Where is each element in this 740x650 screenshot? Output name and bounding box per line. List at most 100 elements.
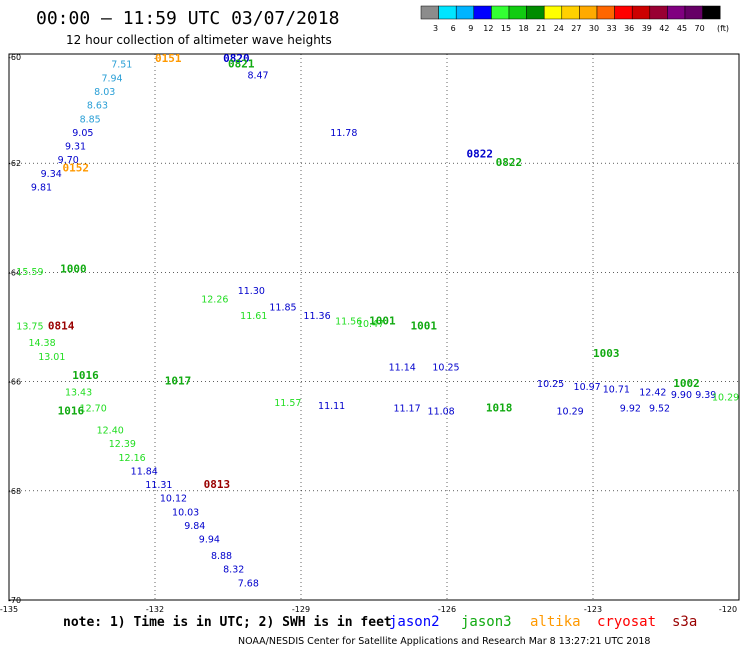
scale-label: 45 bbox=[677, 24, 687, 33]
scale-swatch bbox=[473, 5, 492, 20]
x-tick-label: -120 bbox=[719, 605, 737, 614]
swh-point-label: 12.70 bbox=[80, 404, 107, 415]
plot-area: -135 -132 -129 -126 -123 -120 -60 -62 -64 -66 -68 -… bbox=[0, 52, 740, 614]
swh-point-label: 11.17 bbox=[393, 404, 420, 415]
swh-point-label: 11.78 bbox=[330, 128, 357, 139]
legend: jason2 jason3 altika cryosat s3a bbox=[389, 614, 697, 630]
data-points: 7.51 7.94 8.03 8.63 8.85 9.05 9.31 9.70 9.34 9.81… bbox=[16, 60, 739, 590]
swh-point-label: 10.29 bbox=[557, 406, 584, 417]
swh-point-label: 10.29 bbox=[712, 393, 739, 404]
swh-point-label: 7.94 bbox=[101, 73, 122, 84]
swh-point-label: 7.68 bbox=[238, 578, 259, 589]
swh-point-label: 9.52 bbox=[649, 404, 670, 415]
swh-point-label: 9.31 bbox=[65, 142, 86, 153]
pass-time-label: 1001 bbox=[411, 320, 438, 333]
swh-point-label: 12.40 bbox=[97, 425, 124, 436]
scale-swatch bbox=[508, 5, 527, 20]
scale-label: 36 bbox=[624, 24, 634, 33]
scale-swatch bbox=[561, 5, 580, 20]
units-label: (ft) bbox=[717, 24, 729, 33]
scale-swatch bbox=[631, 5, 651, 20]
pass-time-label: 1017 bbox=[165, 374, 192, 387]
swh-point-label: 11.14 bbox=[389, 363, 416, 374]
swh-point-label: 10.97 bbox=[574, 382, 601, 393]
pass-time-label: 1016 bbox=[58, 404, 85, 417]
scale-label: 9 bbox=[468, 24, 473, 33]
scale-label: 15 bbox=[501, 24, 511, 33]
swh-point-label: 10.12 bbox=[160, 494, 187, 505]
x-tick-label: -129 bbox=[292, 605, 310, 614]
scale-label: 70 bbox=[695, 24, 705, 33]
legend-item-s3a: s3a bbox=[672, 614, 697, 630]
swh-point-label: 10.03 bbox=[172, 507, 199, 518]
chart-title: 00:00 – 11:59 UTC 03/07/2018 bbox=[36, 8, 339, 29]
swh-point-label: 11.56 bbox=[335, 316, 362, 327]
pass-time-label: 0151 bbox=[155, 52, 182, 65]
swh-point-label: 10.25 bbox=[537, 379, 564, 390]
swh-point-label: 10.47 bbox=[357, 319, 384, 330]
x-tick-label: -126 bbox=[438, 605, 456, 614]
swh-point-label: 11.08 bbox=[428, 406, 455, 417]
swh-point-label: 11.36 bbox=[303, 311, 330, 322]
swh-point-label: 9.84 bbox=[184, 521, 205, 532]
swh-point-label: 10.71 bbox=[603, 385, 630, 396]
legend-item-jason2: jason2 bbox=[389, 614, 440, 630]
swh-point-label: 8.47 bbox=[247, 71, 268, 82]
swh-point-label: 11.11 bbox=[318, 401, 345, 412]
scale-swatch bbox=[438, 5, 457, 20]
x-tick-label: -132 bbox=[146, 605, 164, 614]
x-tick-label: -135 bbox=[0, 605, 18, 614]
swh-point-label: 11.31 bbox=[145, 480, 172, 491]
scale-swatch bbox=[667, 5, 686, 20]
chart-subtitle: 12 hour collection of altimeter wave hei… bbox=[66, 33, 332, 47]
pass-time-label: 0813 bbox=[204, 478, 231, 491]
x-tick-label: -123 bbox=[584, 605, 602, 614]
swh-point-label: 10.25 bbox=[432, 363, 459, 374]
scale-swatch bbox=[596, 5, 615, 20]
scale-swatch bbox=[526, 5, 545, 20]
swh-point-label: 9.34 bbox=[41, 169, 62, 180]
scale-label: 3 bbox=[433, 24, 438, 33]
scale-swatch bbox=[649, 5, 668, 20]
swh-point-label: 13.43 bbox=[65, 387, 92, 398]
swh-point-label: 7.51 bbox=[111, 60, 132, 71]
swh-point-label: 9.90 bbox=[671, 390, 692, 401]
swh-point-label: 9.70 bbox=[58, 155, 79, 166]
pass-time-label: 1001 bbox=[369, 314, 396, 327]
swh-point-label: 15.59 bbox=[16, 267, 43, 278]
y-tick-label: -64 bbox=[8, 268, 21, 277]
swh-point-label: 8.85 bbox=[80, 114, 101, 125]
legend-item-cryosat: cryosat bbox=[597, 614, 656, 630]
scale-swatch bbox=[543, 5, 563, 20]
scale-label: 27 bbox=[571, 24, 581, 33]
pass-time-label: 1016 bbox=[72, 369, 99, 382]
swh-point-label: 9.81 bbox=[31, 183, 52, 194]
pass-time-label: 1003 bbox=[593, 347, 620, 360]
swh-point-label: 9.39 bbox=[695, 390, 716, 401]
swh-point-label: 14.38 bbox=[28, 338, 55, 349]
grid bbox=[9, 54, 739, 600]
y-tick-label: -70 bbox=[8, 596, 21, 605]
scale-swatch bbox=[614, 5, 633, 20]
swh-point-label: 8.32 bbox=[223, 565, 244, 576]
swh-point-label: 9.05 bbox=[72, 128, 93, 139]
swh-point-label: 13.75 bbox=[16, 322, 43, 333]
scale-label: 6 bbox=[451, 24, 456, 33]
scale-swatch bbox=[684, 5, 703, 20]
scale-label: 12 bbox=[483, 24, 493, 33]
note-text: note: 1) Time is in UTC; 2) SWH is in fe… bbox=[63, 615, 392, 630]
scale-swatch bbox=[420, 5, 439, 20]
swh-point-label: 8.88 bbox=[211, 551, 232, 562]
swh-point-label: 12.42 bbox=[639, 387, 666, 398]
swh-point-label: 11.30 bbox=[238, 286, 265, 297]
scale-swatch bbox=[702, 5, 721, 20]
legend-item-jason3: jason3 bbox=[461, 614, 512, 630]
swh-point-label: 11.61 bbox=[240, 311, 267, 322]
pass-time-label: 0820 bbox=[223, 52, 250, 65]
swh-point-label: 12.16 bbox=[119, 453, 146, 464]
pass-time-label: 0822 bbox=[466, 148, 493, 161]
credit-line: NOAA/NESDIS Center for Satellite Applica… bbox=[238, 636, 650, 647]
plot-frame bbox=[8, 53, 740, 601]
swh-point-label: 11.85 bbox=[269, 303, 296, 314]
